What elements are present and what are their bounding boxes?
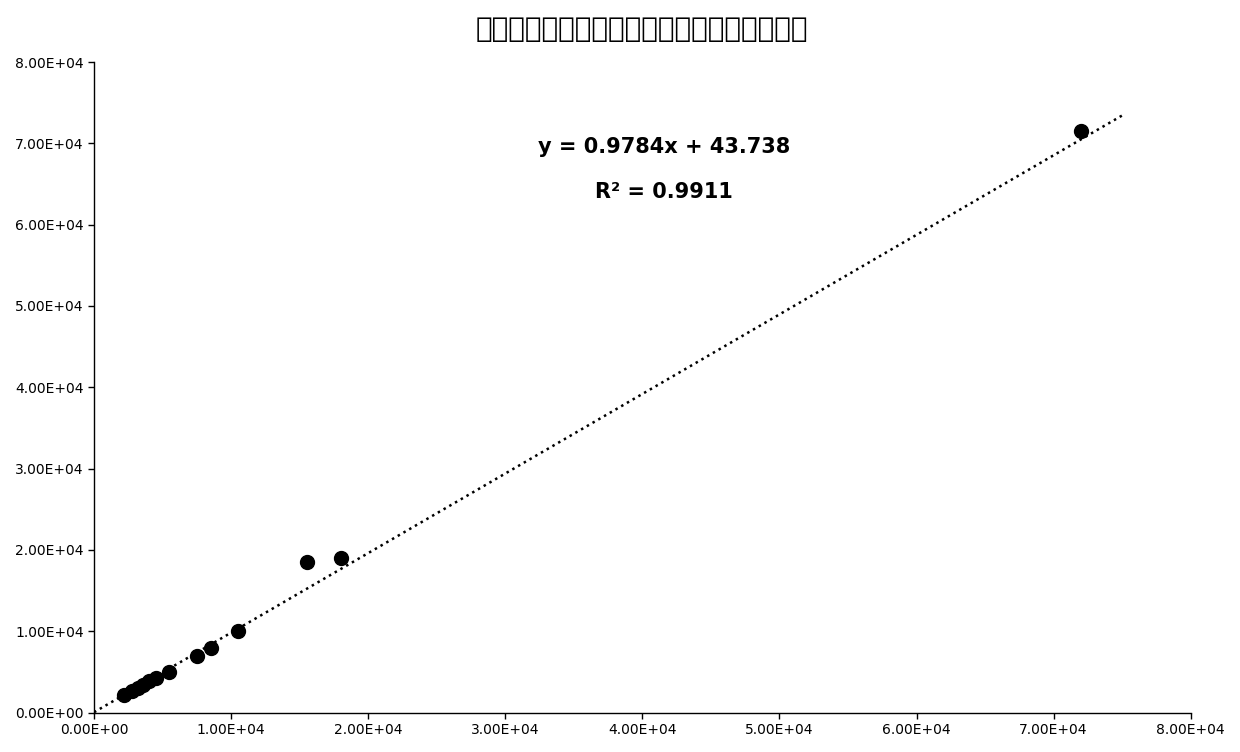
Point <box>187 650 207 662</box>
Point <box>139 675 159 687</box>
Text: R² = 0.9911: R² = 0.9911 <box>595 182 733 202</box>
Point <box>128 682 148 694</box>
Text: y = 0.9784x + 43.738: y = 0.9784x + 43.738 <box>538 137 790 156</box>
Title: 血清、血浆样本前处理后质谱检测一致性分析: 血清、血浆样本前处理后质谱检测一致性分析 <box>476 15 808 43</box>
Point <box>114 689 134 701</box>
Point <box>123 684 143 696</box>
Point <box>1071 125 1091 137</box>
Point <box>331 552 351 564</box>
Point <box>160 666 180 678</box>
Point <box>201 641 221 653</box>
Point <box>296 556 316 569</box>
Point <box>228 625 248 637</box>
Point <box>134 679 154 691</box>
Point <box>146 672 166 684</box>
